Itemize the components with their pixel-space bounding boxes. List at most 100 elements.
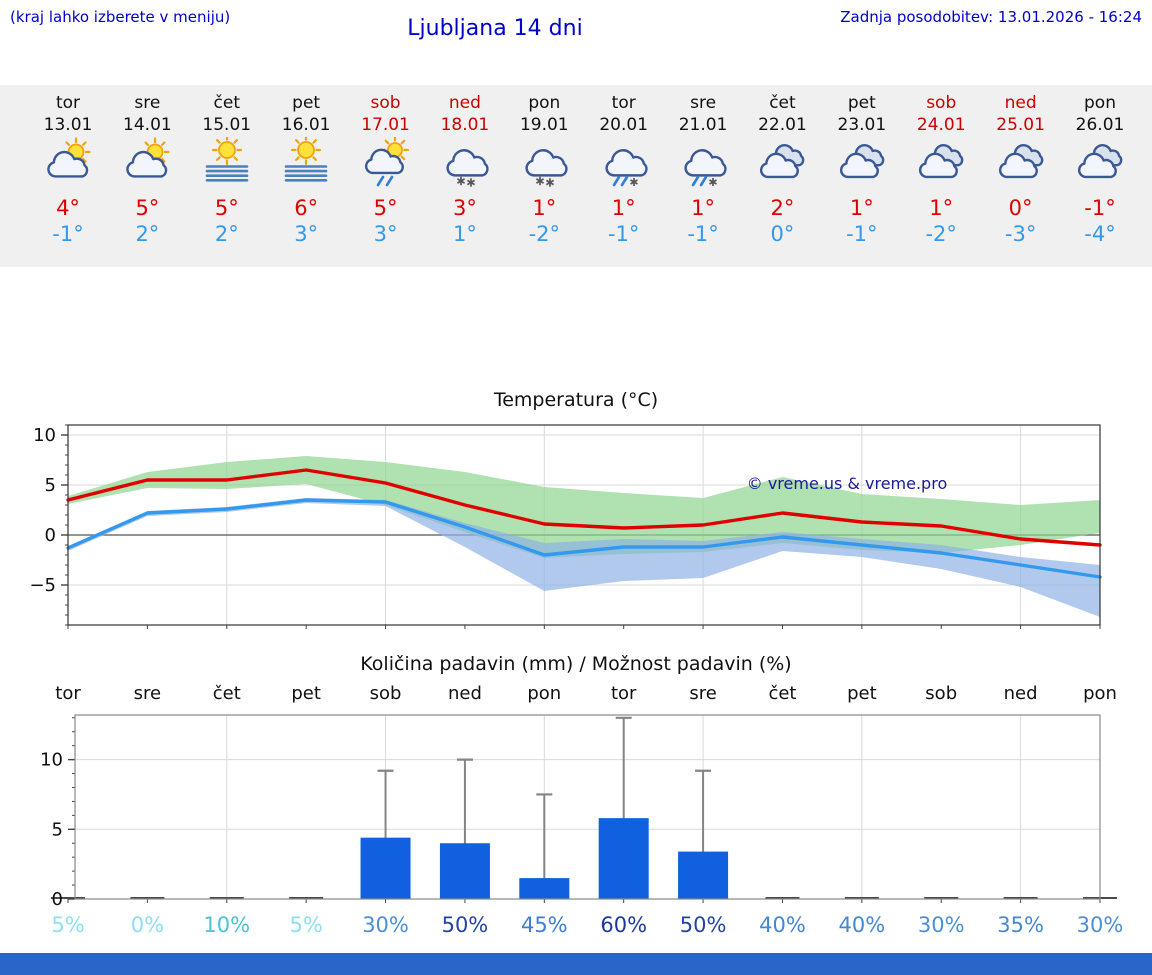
precip-day-label: čet <box>212 683 241 704</box>
min-temp: -1° <box>52 222 84 246</box>
max-temp: 1° <box>691 196 715 220</box>
forecast-band: tor 13.01 4° -1° sre 14.01 5° 2° čet 15.01 5° 2° pet… <box>0 85 1152 267</box>
day-date: 24.01 <box>916 115 966 135</box>
precip-day-label: sre <box>689 683 717 704</box>
forecast-day-24.01: sob 24.01 1° -2° <box>901 92 981 247</box>
header: (kraj lahko izberete v meniju) Ljubljana… <box>0 0 1152 85</box>
sun-fog-icon <box>187 134 267 195</box>
day-date: 26.01 <box>1075 115 1125 135</box>
day-name: ned <box>1004 93 1037 113</box>
day-name: sob <box>370 93 401 113</box>
day-name: sre <box>134 93 161 113</box>
precip-day-label: čet <box>768 683 797 704</box>
spacer <box>0 267 1152 389</box>
temp-ytick-label: 5 <box>45 475 56 496</box>
min-temp-line <box>66 498 1102 579</box>
min-temp: 3° <box>294 222 319 246</box>
min-temp: 0° <box>770 222 795 246</box>
precip-day-label: ned <box>447 683 482 704</box>
max-temp: 0° <box>1008 196 1033 220</box>
temperature-plot: 10 5 0 −5 © vreme.us & vreme.pro <box>29 424 1102 629</box>
precip-zero-mark <box>130 897 165 899</box>
sun-cloud-rain-icon <box>346 135 426 195</box>
day-name: tor <box>55 93 81 113</box>
sun-cloud-icon <box>28 136 108 195</box>
cloud-snow-icon <box>504 136 584 195</box>
day-date: 15.01 <box>202 115 252 135</box>
precip-zero-mark <box>1003 897 1038 899</box>
temp-ytick-label: 0 <box>45 525 56 546</box>
temp-ytick-label: −5 <box>29 575 56 596</box>
clouds-icon <box>901 136 981 195</box>
precipitation-chart-section: Količina padavin (mm) / Možnost padavin … <box>0 653 1152 943</box>
day-date: 25.01 <box>996 115 1045 135</box>
day-date: 13.01 <box>43 115 93 135</box>
precip-zero-mark <box>844 897 879 899</box>
precip-probability: 50% <box>441 913 489 937</box>
forecast-day-18.01: ned 18.01 3° 1° <box>425 92 505 247</box>
max-temp: 5° <box>135 196 160 220</box>
min-temp: -2° <box>925 222 957 246</box>
precip-probability: 45% <box>520 913 568 937</box>
bottom-bar <box>0 953 1152 975</box>
day-name: pet <box>847 93 876 113</box>
forecast-day-21.01: sre 21.01 1° -1° <box>663 92 743 247</box>
precip-bar <box>678 851 729 899</box>
day-name: pet <box>292 93 321 113</box>
page-title: Ljubljana 14 dni <box>407 16 583 41</box>
max-temp: 5° <box>214 196 239 220</box>
watermark: © vreme.us & vreme.pro <box>747 474 948 493</box>
precip-probability: 40% <box>759 913 806 937</box>
day-date: 14.01 <box>123 115 172 135</box>
precip-ytick-label: 5 <box>52 819 63 840</box>
precip-day-label: ned <box>1003 683 1038 704</box>
sun-fog-icon <box>266 134 346 195</box>
temp-ytick-label: 10 <box>33 425 56 446</box>
min-temp: -1° <box>607 222 640 246</box>
precip-day-label: tor <box>55 683 81 704</box>
day-date: 20.01 <box>599 115 649 135</box>
forecast-day-16.01: pet 16.01 6° 3° <box>266 92 346 247</box>
max-temp: 6° <box>294 196 319 220</box>
forecast-day-14.01: sre 14.01 5° 2° <box>107 92 187 247</box>
min-temp: 2° <box>214 222 239 246</box>
precip-zero-mark <box>209 897 244 899</box>
precip-day-label: pon <box>1083 683 1117 704</box>
precip-probability: 60% <box>600 913 648 937</box>
precip-probability: 30% <box>1076 913 1124 937</box>
max-temp: 1° <box>532 196 557 220</box>
precipitation-chart-title: Količina padavin (mm) / Možnost padavin … <box>360 653 792 675</box>
cloud-snow-icon <box>425 136 505 195</box>
precip-probability: 5% <box>289 913 323 937</box>
day-name: čet <box>769 93 796 113</box>
forecast-day-26.01: pon 26.01 -1° -4° <box>1060 92 1140 247</box>
max-temp: 3° <box>452 196 477 220</box>
precip-probability: 5% <box>51 913 85 937</box>
day-date: 23.01 <box>837 115 887 135</box>
max-temp: 1° <box>849 196 874 220</box>
min-temp: -2° <box>528 222 561 246</box>
precip-ytick-label: 0 <box>52 889 63 909</box>
max-temp: 1° <box>929 196 954 220</box>
temperature-chart: 10 5 0 −5 © vreme.us & vreme.pro <box>0 419 1152 637</box>
min-temp: 1° <box>452 222 477 246</box>
day-name: sob <box>926 93 957 113</box>
max-temp: 2° <box>770 196 795 220</box>
precip-day-label: tor <box>610 683 637 704</box>
clouds-icon <box>822 136 902 195</box>
min-temp: 3° <box>373 222 398 246</box>
precip-day-labels: tor sre čet pet sob ned pon tor sre čet pet sob ned p… <box>0 683 1152 709</box>
forecast-day-25.01: ned 25.01 0° -3° <box>981 92 1061 247</box>
precip-probability: 10% <box>203 913 251 937</box>
precip-probability: 30% <box>917 913 965 937</box>
temperature-chart-section: Temperatura (°C) 10 5 0 −5 © vreme.us & vrem… <box>0 389 1152 637</box>
cloud-sleet-icon <box>584 136 664 195</box>
day-date: 19.01 <box>519 115 569 135</box>
day-name: čet <box>213 93 240 113</box>
day-name: pon <box>1084 93 1116 113</box>
precip-probability-row: 5% 0% 10% 5% 30% 50% 45% 60% 50% 40% 40% 30% 35% 30% <box>0 913 1152 943</box>
cloud-sleet-icon <box>663 136 743 195</box>
precip-bar <box>439 843 490 899</box>
precip-probability: 40% <box>838 913 886 937</box>
location-menu-hint: (kraj lahko izberete v meniju) <box>10 8 231 26</box>
